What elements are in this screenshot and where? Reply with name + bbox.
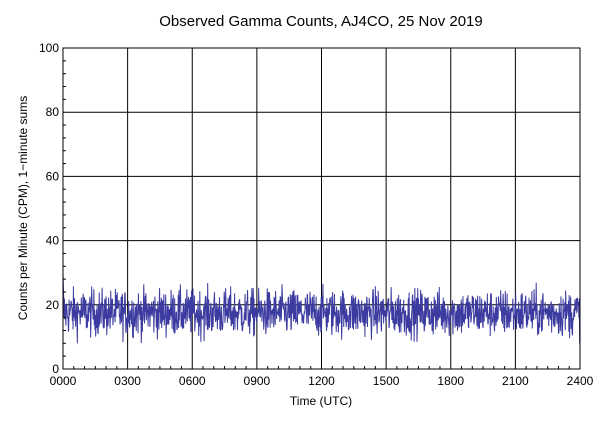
x-tick-label: 1500 (373, 374, 400, 388)
y-tick-label: 40 (46, 234, 60, 248)
x-tick-label: 0900 (244, 374, 271, 388)
chart-title: Observed Gamma Counts, AJ4CO, 25 Nov 201… (159, 13, 483, 30)
series-polyline (62, 272, 581, 344)
y-tick-label: 0 (52, 362, 59, 376)
series-line (62, 272, 581, 344)
x-axis: 0000 0300 0600 0900 1200 1500 1800 2100 2400 (50, 366, 594, 388)
y-axis-label: Counts per Minute (CPM), 1−minute sums (16, 96, 30, 320)
x-axis-label: Time (UTC) (290, 394, 352, 408)
x-tick-label: 2100 (502, 374, 529, 388)
x-tick-label: 0600 (179, 374, 206, 388)
y-axis: 0 20 40 60 80 100 (39, 41, 66, 376)
x-tick-label: 2400 (567, 374, 594, 388)
y-tick-label: 60 (46, 169, 60, 183)
x-tick-label: 1200 (308, 374, 335, 388)
y-tick-label: 100 (39, 41, 59, 55)
y-tick-label: 80 (46, 105, 60, 119)
y-tick-label: 20 (46, 298, 60, 312)
plot-frame (62, 47, 581, 370)
x-tick-label: 0300 (114, 374, 141, 388)
x-tick-label: 1800 (437, 374, 464, 388)
x-tick-label: 0000 (50, 374, 77, 388)
